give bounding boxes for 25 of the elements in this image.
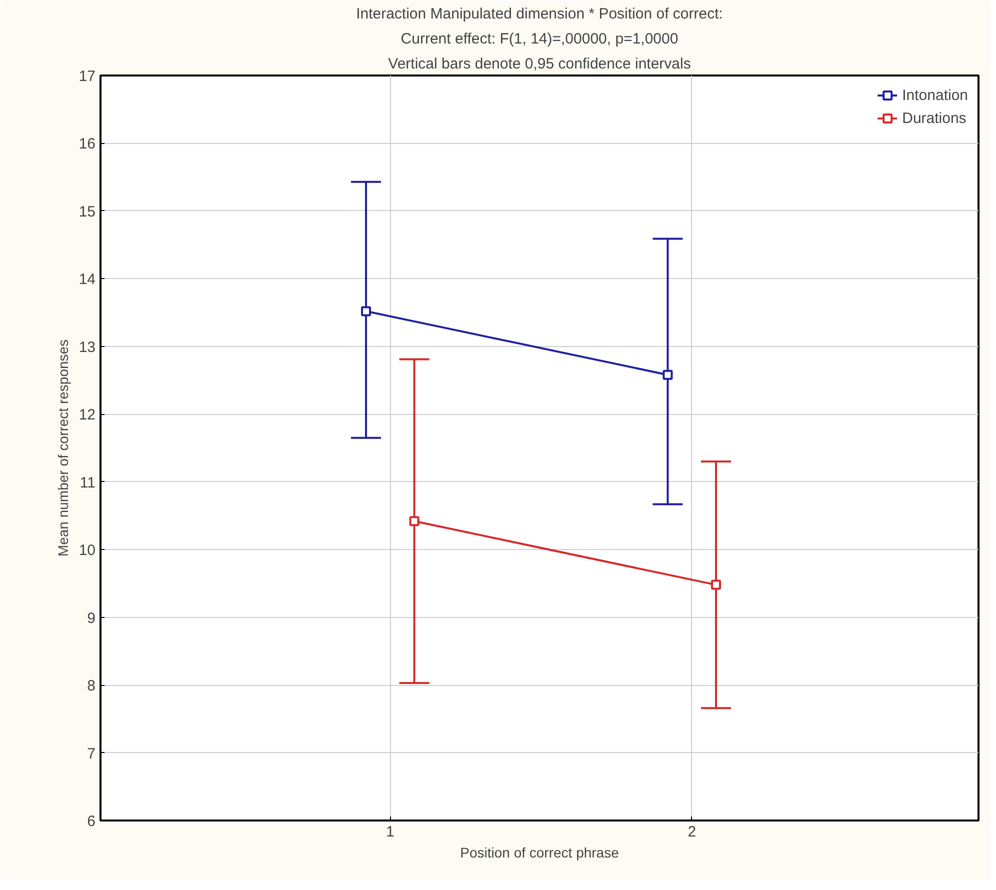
legend-label: Durations [902,110,966,126]
y-tick-label: 15 [78,203,96,220]
point [711,580,722,590]
y-tick-label: 10 [78,542,96,560]
y-tick-label: 16 [78,136,96,153]
y-tick-label: 12 [78,406,96,424]
point [361,306,372,316]
y-tick-label: 6 [87,813,96,830]
y-tick-label: 8 [87,678,96,695]
y-tick-label: 13 [78,338,96,356]
y-tick-label: 9 [87,610,96,627]
y-tick-label: 7 [87,745,96,762]
chart-title: Interaction Manipulated dimension * Position of correct: [356,6,723,22]
y-axis-title: Mean number of correct responses [54,339,71,557]
y-tick-label: 11 [80,474,96,492]
point [662,370,673,380]
x-tick-label: 1 [386,824,394,840]
x-tick-label: 2 [688,824,696,840]
y-tick-label: 17 [78,68,96,85]
x-axis-title: Position of correct phrase [460,844,620,860]
text: Vertical bars denote 0,95 confidence intervals [388,56,691,72]
legend-label: Intonation [902,86,968,104]
chart-subtitle: Current effect: F(1, 14)=,00000, p=1,0000 [400,30,678,48]
y-tick-label: 14 [78,271,96,288]
point [409,516,420,526]
